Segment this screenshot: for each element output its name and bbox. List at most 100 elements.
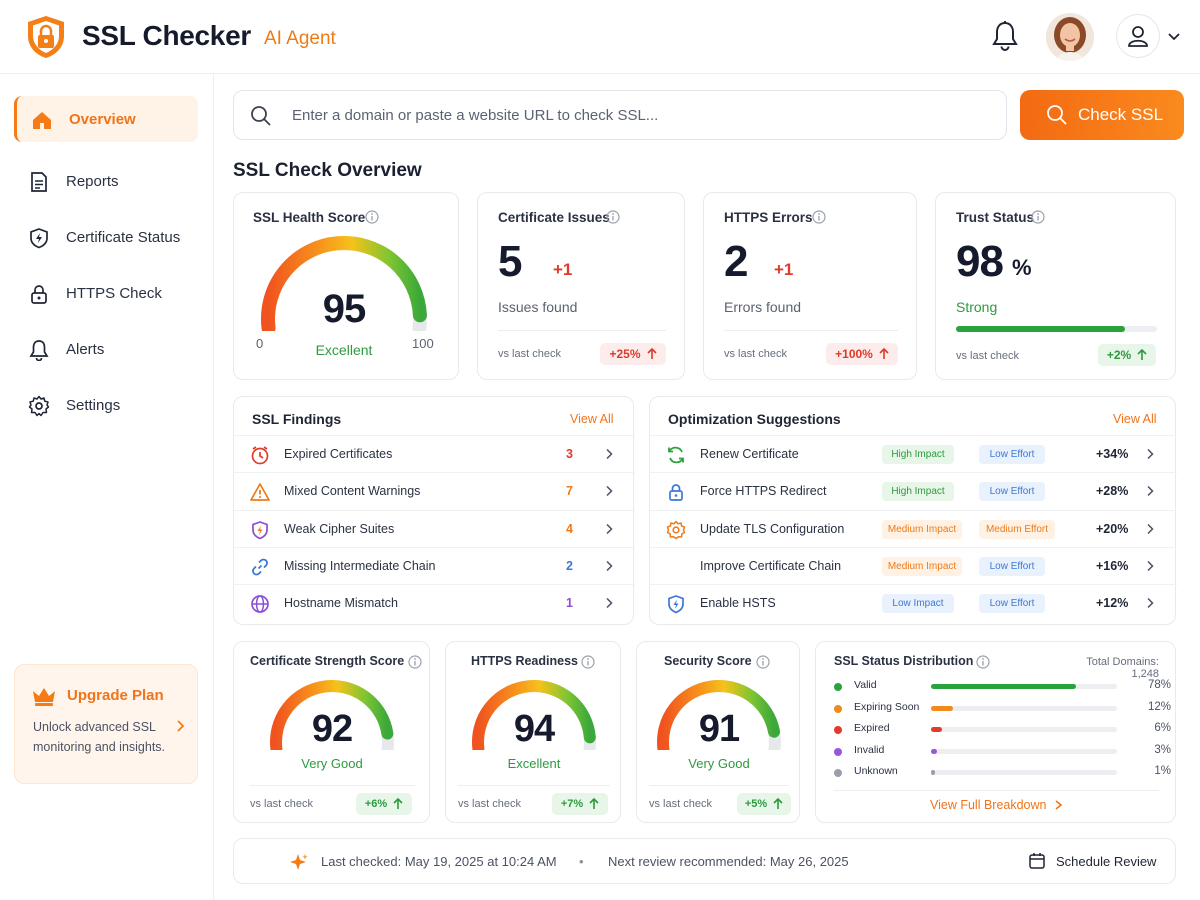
notification-bell-icon[interactable] <box>990 20 1020 52</box>
card-title: Trust Status <box>956 210 1035 225</box>
vs-last-check: vs last check <box>649 798 712 810</box>
chevron-right-icon[interactable] <box>1144 523 1156 535</box>
gauge-value-arc <box>270 680 394 750</box>
lock-icon <box>666 482 686 502</box>
sidebar-item-overview[interactable]: Overview <box>14 96 198 142</box>
chevron-right-icon[interactable] <box>603 485 615 497</box>
upgrade-plan-card[interactable]: Upgrade Plan Unlock advanced SSL monitor… <box>14 664 198 784</box>
status-percent: 12% <box>1147 700 1171 713</box>
trust-unit: % <box>1012 255 1032 280</box>
sidebar-item-https-check[interactable]: HTTPS Check <box>14 270 198 316</box>
gauge-max-label: 100 <box>412 336 434 351</box>
user-icon <box>1128 26 1148 47</box>
arrow-up-icon <box>393 798 403 809</box>
check-ssl-label: Check SSL <box>1078 105 1164 124</box>
status-dot <box>834 747 842 756</box>
score-change-badge: +7% <box>552 793 608 815</box>
upgrade-description: Unlock advanced SSL monitoring and insig… <box>33 720 166 754</box>
finding-row[interactable]: Weak Cipher Suites 4 <box>234 509 635 547</box>
sidebar-item-settings[interactable]: Settings <box>14 382 198 428</box>
suggestion-row[interactable]: Update TLS Configuration Medium Impact M… <box>650 509 1177 547</box>
info-icon[interactable] <box>1031 210 1045 224</box>
finding-row[interactable]: Mixed Content Warnings 7 <box>234 472 635 509</box>
security-score-gauge <box>657 680 781 750</box>
chevron-right-icon[interactable] <box>173 719 187 733</box>
lock-icon <box>28 283 50 305</box>
suggestion-percent: +16% <box>1096 558 1129 573</box>
chevron-right-icon[interactable] <box>1144 485 1156 497</box>
suggestion-row[interactable]: Renew Certificate High Impact Low Effort… <box>650 435 1177 472</box>
optimization-suggestions-title: Optimization Suggestions <box>668 411 841 427</box>
gauge-min-label: 0 <box>256 336 264 351</box>
ssl-findings-view-all-link[interactable]: View All <box>570 412 614 426</box>
shield-bolt-icon <box>250 520 270 540</box>
ssl-health-gauge <box>261 236 427 331</box>
status-label: Expired <box>854 722 890 734</box>
certificate-issues-card: Certificate Issues 5 +1 Issues found vs … <box>477 192 685 380</box>
sidebar-item-certificate-status[interactable]: Certificate Status <box>14 214 198 260</box>
warning-icon <box>250 482 270 502</box>
chevron-right-icon[interactable] <box>603 448 615 460</box>
chevron-right-icon[interactable] <box>1144 597 1156 609</box>
sidebar-item-label: Alerts <box>66 341 105 358</box>
info-icon[interactable] <box>812 210 826 224</box>
status-bar-track <box>931 770 1117 775</box>
trust-progress-track <box>956 326 1157 332</box>
shield-lock-logo-icon <box>24 14 68 60</box>
finding-row[interactable]: Hostname Mismatch 1 <box>234 584 635 621</box>
ssl-status-distribution-card: SSL Status Distribution Total Domains: 1… <box>815 641 1176 823</box>
suggestion-row[interactable]: Enable HSTS Low Impact Low Effort +12% <box>650 584 1177 621</box>
info-icon[interactable] <box>408 655 422 669</box>
user-menu-button[interactable] <box>1116 14 1160 58</box>
status-percent: 78% <box>1147 679 1171 691</box>
sidebar-item-reports[interactable]: Reports <box>14 158 198 204</box>
schedule-review-button[interactable]: Schedule Review <box>1056 854 1157 869</box>
optimization-view-all-link[interactable]: View All <box>1113 412 1157 426</box>
info-icon[interactable] <box>756 655 770 669</box>
total-domains: Total Domains: 1,248 <box>1086 656 1159 680</box>
score-label: Very Good <box>688 756 750 771</box>
sidebar-item-alerts[interactable]: Alerts <box>14 326 198 372</box>
chevron-right-icon[interactable] <box>603 597 615 609</box>
issues-subtitle: Issues found <box>498 299 578 315</box>
finding-row[interactable]: Missing Intermediate Chain 2 <box>234 546 635 584</box>
status-bar-fill <box>931 705 954 711</box>
suggestion-row[interactable]: Improve Certificate Chain Medium Impact … <box>650 546 1177 584</box>
card-title: SSL Status Distribution <box>834 654 974 668</box>
chevron-right-icon[interactable] <box>1144 448 1156 460</box>
chevron-right-icon <box>1055 800 1063 810</box>
calendar-icon[interactable] <box>1028 852 1046 870</box>
card-title: Security Score <box>664 654 752 668</box>
search-icon <box>250 105 272 127</box>
trust-progress-fill <box>956 326 1126 332</box>
info-icon[interactable] <box>581 655 595 669</box>
info-icon[interactable] <box>606 210 620 224</box>
https-errors-count: 2 <box>724 237 749 286</box>
crown-icon <box>31 685 57 707</box>
chevron-down-icon[interactable] <box>1166 28 1182 44</box>
last-checked-text: Last checked: May 19, 2025 at 10:24 AM <box>321 854 557 869</box>
vs-last-check: vs last check <box>458 798 521 810</box>
view-full-breakdown-link[interactable]: View Full Breakdown <box>816 798 1177 812</box>
effort-badge: Low Effort <box>979 445 1045 464</box>
chevron-right-icon[interactable] <box>1144 560 1156 572</box>
next-review-text: Next review recommended: May 26, 2025 <box>608 854 849 869</box>
chevron-right-icon[interactable] <box>603 560 615 572</box>
brand-subtitle: AI Agent <box>264 28 336 49</box>
link-icon <box>250 557 270 577</box>
search-input[interactable] <box>292 91 992 139</box>
finding-count: 2 <box>566 558 573 573</box>
finding-row[interactable]: Expired Certificates 3 <box>234 435 635 472</box>
info-icon[interactable] <box>365 210 379 224</box>
distribution-row: Expired 6% <box>834 721 1174 741</box>
info-icon[interactable] <box>976 655 990 669</box>
suggestion-row[interactable]: Force HTTPS Redirect High Impact Low Eff… <box>650 472 1177 509</box>
check-ssl-button[interactable]: Check SSL <box>1020 90 1184 140</box>
score-label: Excellent <box>507 756 561 771</box>
status-bar-track <box>931 748 1117 754</box>
trust-value: 98 <box>956 237 1004 286</box>
avatar[interactable] <box>1046 13 1094 61</box>
chevron-right-icon[interactable] <box>603 523 615 535</box>
effort-badge: Medium Effort <box>979 519 1055 539</box>
status-bar-fill <box>931 684 1077 689</box>
